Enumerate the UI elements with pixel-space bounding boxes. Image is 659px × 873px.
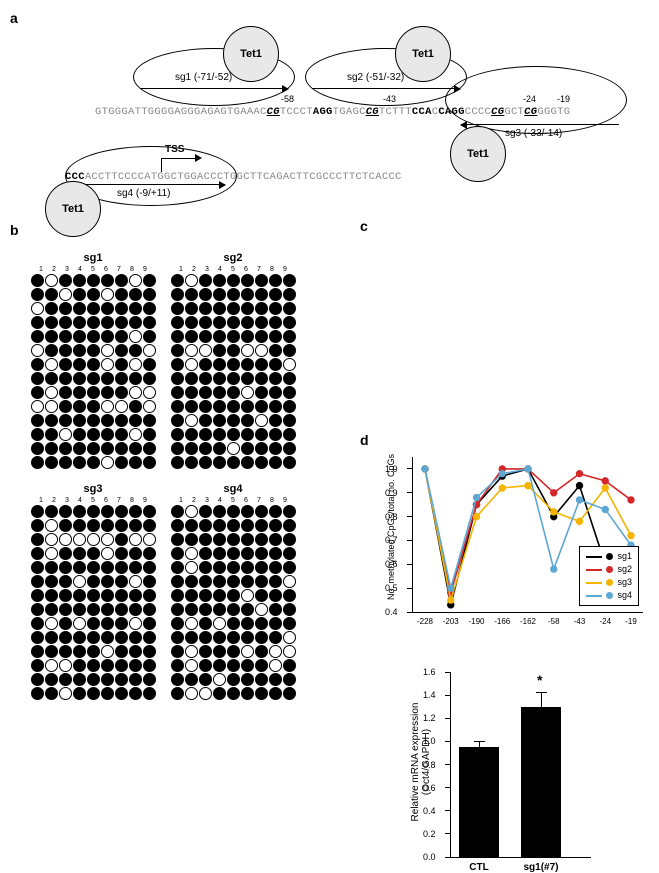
lollipop-sg3: sg3123456789 <box>30 483 156 700</box>
sequence-line-1: GTGGGATTGGGGAGGGAGAGTGAAACCGTCCCTAGGTGAG… <box>95 106 570 118</box>
sg3-label: sg3 (-33/-14) <box>505 128 562 139</box>
panel-a-label: a <box>10 10 649 26</box>
panel-c-label: c <box>360 218 368 234</box>
panel-d-label: d <box>360 432 369 448</box>
chart-legend: sg1sg2sg3sg4 <box>579 546 639 606</box>
lollipop-sg2: sg2123456789 <box>170 252 296 469</box>
panel-a-diagram: Tet1 Tet1 Tet1 Tet1 sg1 (-71/-52) sg2 (-… <box>25 26 645 216</box>
sg1-label: sg1 (-71/-52) <box>175 72 232 83</box>
panel-b-lollipops: sg1123456789sg2123456789sg3123456789sg41… <box>30 248 340 710</box>
tet1-circle-3: Tet1 <box>450 126 506 182</box>
sg4-label: sg4 (-9/+11) <box>117 188 170 199</box>
tss-label: TSS <box>165 144 184 155</box>
panel-c-linechart: No. methylated CpGs/total no. CpGs sg1sg… <box>380 457 650 613</box>
sg2-label: sg2 (-51/-32) <box>347 72 404 83</box>
lollipop-sg4: sg4123456789 <box>170 483 296 700</box>
panel-b-label: b <box>10 222 649 238</box>
panel-d-barchart: Relative mRNA expression(Oct4/GAPDH) 0.0… <box>410 672 630 858</box>
sequence-line-2: CCCACCTTCCCCATGGCTGGACCCTGGCTTCAGACTTCGC… <box>65 171 402 183</box>
lollipop-sg1: sg1123456789 <box>30 252 156 469</box>
